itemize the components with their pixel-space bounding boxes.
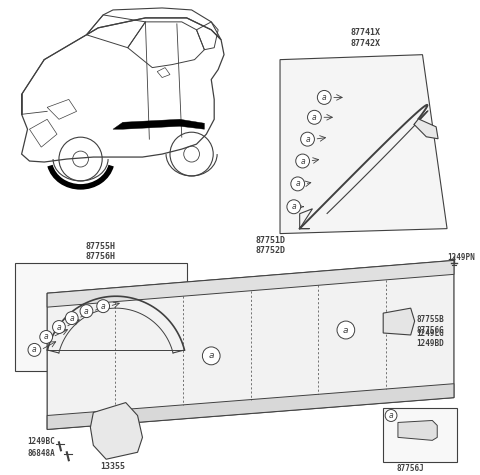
Circle shape	[53, 321, 65, 333]
Text: a: a	[295, 180, 300, 189]
Polygon shape	[47, 384, 454, 429]
Text: a: a	[208, 352, 214, 361]
Text: a: a	[305, 135, 310, 143]
Polygon shape	[90, 403, 143, 459]
Circle shape	[28, 343, 41, 356]
Text: 86848A: 86848A	[27, 449, 55, 458]
Text: 87756J: 87756J	[397, 464, 425, 473]
Circle shape	[203, 347, 220, 365]
Polygon shape	[113, 119, 204, 129]
Text: a: a	[322, 93, 326, 102]
Circle shape	[97, 300, 109, 313]
Polygon shape	[383, 308, 415, 335]
Circle shape	[308, 110, 321, 124]
Text: a: a	[44, 332, 48, 342]
Bar	[15, 264, 187, 371]
Circle shape	[385, 409, 397, 421]
Circle shape	[300, 132, 314, 146]
Text: 1249PN: 1249PN	[447, 254, 475, 263]
Circle shape	[291, 177, 305, 191]
Polygon shape	[47, 260, 454, 429]
Text: 13355: 13355	[100, 462, 125, 471]
Text: 1249BC: 1249BC	[27, 437, 55, 446]
Text: 87755H
87756H: 87755H 87756H	[86, 242, 116, 261]
Text: 87741X
87742X: 87741X 87742X	[350, 28, 381, 48]
Circle shape	[317, 90, 331, 104]
Circle shape	[287, 200, 300, 214]
Text: a: a	[84, 307, 89, 315]
Polygon shape	[280, 55, 447, 234]
Text: a: a	[57, 323, 61, 332]
Circle shape	[40, 331, 53, 343]
Circle shape	[65, 312, 78, 324]
Text: a: a	[343, 325, 348, 334]
Text: a: a	[70, 314, 74, 323]
Text: a: a	[101, 302, 106, 311]
Text: a: a	[389, 411, 394, 420]
Polygon shape	[398, 420, 437, 440]
Text: 1249LG
1249BD: 1249LG 1249BD	[417, 329, 444, 349]
Circle shape	[296, 154, 310, 168]
Text: a: a	[291, 202, 296, 211]
Circle shape	[80, 304, 93, 318]
Bar	[383, 408, 457, 462]
Text: a: a	[32, 345, 36, 354]
Text: a: a	[300, 157, 305, 165]
Text: 87751D
87752D: 87751D 87752D	[255, 236, 285, 256]
Text: 87755B
87756G: 87755B 87756G	[417, 315, 444, 334]
Polygon shape	[47, 260, 454, 307]
Polygon shape	[414, 119, 438, 139]
Circle shape	[337, 321, 355, 339]
Text: a: a	[312, 113, 317, 122]
